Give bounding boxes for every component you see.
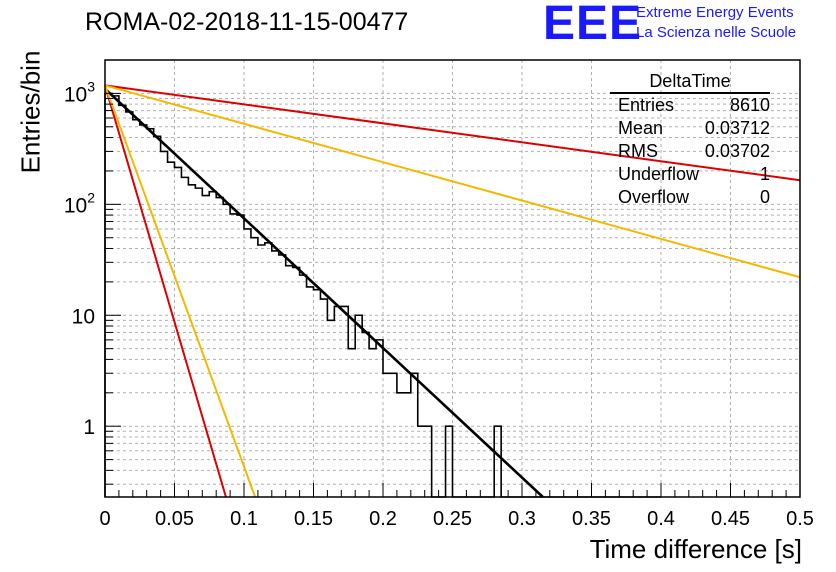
y-axis-ticks: 1 10 102 103 <box>64 78 121 485</box>
x-tick-label: 0.45 <box>711 508 750 530</box>
stats-label: Overflow <box>618 187 690 207</box>
x-tick-label: 0.1 <box>230 508 258 530</box>
logo-text-line2: La Scienza nelle Scuole <box>636 24 797 41</box>
stats-value: 1 <box>759 164 770 184</box>
x-axis-ticks: 0 0.05 0.1 0.15 0.2 0.25 0.3 0.35 0.4 0.45 0.5 <box>99 483 814 530</box>
stats-box: DeltaTime Entries 8610 Mean 0.03712 RMS … <box>610 70 778 209</box>
fit-lines <box>104 84 801 498</box>
y-tick-label: 103 <box>64 78 95 106</box>
fit-line <box>104 85 227 498</box>
stats-value: 8610 <box>729 95 770 115</box>
y-axis-label: Entries/bin <box>15 50 46 174</box>
y-tick-label: 1 <box>83 416 95 439</box>
plot-title: ROMA-02-2018-11-15-00477 <box>85 8 409 36</box>
x-tick-label: 0.2 <box>369 508 397 530</box>
y-tick-label: 102 <box>64 189 95 217</box>
x-tick-label: 0.4 <box>647 508 675 530</box>
eee-logo: EEE <box>543 0 643 50</box>
fit-line <box>104 87 544 498</box>
stats-box-title: DeltaTime <box>610 70 770 94</box>
stats-label: Entries <box>618 95 675 115</box>
fit-line <box>104 85 257 498</box>
stats-value: 0 <box>759 187 770 207</box>
stats-row-underflow: Underflow 1 <box>610 163 778 186</box>
x-tick-label: 0.05 <box>155 508 194 530</box>
stats-row-mean: Mean 0.03712 <box>610 117 778 140</box>
stats-row-rms: RMS 0.03702 <box>610 140 778 163</box>
stats-label: Mean <box>618 118 664 138</box>
x-axis-label: Time difference [s] <box>589 534 802 564</box>
stats-label: RMS <box>618 141 658 161</box>
x-tick-label: 0.35 <box>572 508 611 530</box>
stats-label: Underflow <box>618 164 700 184</box>
y-tick-label: 10 <box>72 305 95 328</box>
fit-line <box>104 84 801 182</box>
stats-row-entries: Entries 8610 <box>610 94 778 117</box>
fit-line <box>104 84 801 279</box>
x-tick-label: 0 <box>99 508 110 530</box>
x-tick-label: 0.3 <box>508 508 536 530</box>
x-tick-label: 0.25 <box>433 508 472 530</box>
stats-value: 0.03712 <box>704 118 770 138</box>
stats-row-overflow: Overflow 0 <box>610 186 778 209</box>
logo-text-line1: Extreme Energy Events <box>636 4 794 21</box>
grid-lines <box>105 60 800 497</box>
stats-value: 0.03702 <box>704 141 770 161</box>
x-tick-label: 0.5 <box>786 508 814 530</box>
x-tick-label: 0.15 <box>294 508 333 530</box>
